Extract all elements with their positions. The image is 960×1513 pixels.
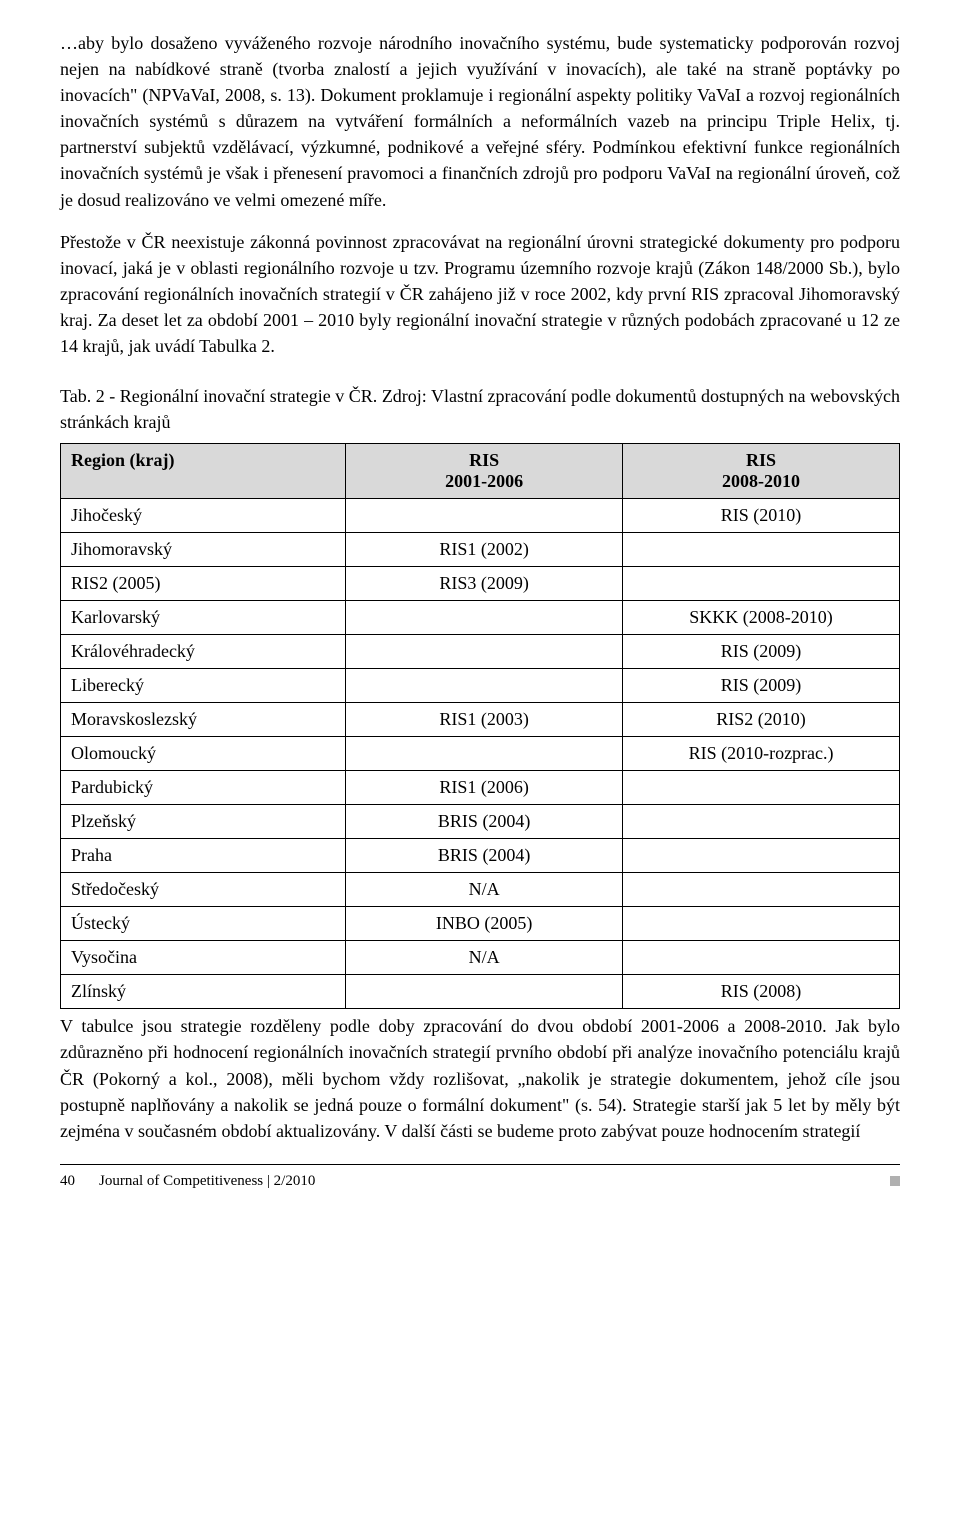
page-number: 40 [60, 1173, 75, 1190]
ris-2001-2006-cell: N/A [346, 873, 623, 907]
ris-2001-2006-cell: BRIS (2004) [346, 839, 623, 873]
journal-info: Journal of Competitiveness | 2/2010 [99, 1173, 890, 1190]
region-cell: Moravskoslezský [61, 703, 346, 737]
ris-2008-2010-cell: RIS (2010) [623, 499, 900, 533]
table-row: JihomoravskýRIS1 (2002) [61, 533, 900, 567]
table-row: Zlínský RIS (2008) [61, 975, 900, 1009]
table-caption: Tab. 2 - Regionální inovační strategie v… [60, 383, 900, 435]
table-row: Olomoucký RIS (2010-rozprac.) [61, 737, 900, 771]
region-cell: Jihomoravský [61, 533, 346, 567]
region-cell: Karlovarský [61, 601, 346, 635]
table-row: Karlovarský SKKK (2008-2010) [61, 601, 900, 635]
region-cell: Praha [61, 839, 346, 873]
table-row: Královéhradecký RIS (2009) [61, 635, 900, 669]
ris-2001-2006-cell: RIS1 (2003) [346, 703, 623, 737]
header-ris-years-2: 2008-2010 [722, 471, 800, 491]
region-cell: Zlínský [61, 975, 346, 1009]
header-ris-2001-2006: RIS 2001-2006 [346, 444, 623, 499]
ris-2008-2010-cell [623, 533, 900, 567]
body-paragraph-2: Přestože v ČR neexistuje zákonná povinno… [60, 229, 900, 359]
table-row: PardubickýRIS1 (2006) [61, 771, 900, 805]
ris-2001-2006-cell: RIS1 (2006) [346, 771, 623, 805]
header-ris-label-1: RIS [469, 450, 499, 470]
ris-2008-2010-cell [623, 839, 900, 873]
region-cell: RIS2 (2005) [61, 567, 346, 601]
ris-2001-2006-cell [346, 601, 623, 635]
table-row: StředočeskýN/A [61, 873, 900, 907]
ris-2008-2010-cell: RIS (2009) [623, 635, 900, 669]
ris-2008-2010-cell: RIS (2009) [623, 669, 900, 703]
region-cell: Plzeňský [61, 805, 346, 839]
ris-2008-2010-cell [623, 907, 900, 941]
ris-2008-2010-cell [623, 941, 900, 975]
body-paragraph-1: …aby bylo dosaženo vyváženého rozvoje ná… [60, 30, 900, 213]
ris-2008-2010-cell [623, 567, 900, 601]
ris-2001-2006-cell: N/A [346, 941, 623, 975]
header-region: Region (kraj) [61, 444, 346, 499]
ris-2008-2010-cell: RIS (2010-rozprac.) [623, 737, 900, 771]
ris-2008-2010-cell [623, 771, 900, 805]
ris-table: Region (kraj) RIS 2001-2006 RIS 2008-201… [60, 443, 900, 1009]
ris-2001-2006-cell [346, 635, 623, 669]
header-ris-label-2: RIS [746, 450, 776, 470]
table-row: ÚsteckýINBO (2005) [61, 907, 900, 941]
ris-2008-2010-cell [623, 805, 900, 839]
table-row: VysočinaN/A [61, 941, 900, 975]
ris-2001-2006-cell [346, 669, 623, 703]
table-row: Liberecký RIS (2009) [61, 669, 900, 703]
table-row: MoravskoslezskýRIS1 (2003)RIS2 (2010) [61, 703, 900, 737]
header-ris-years-1: 2001-2006 [445, 471, 523, 491]
ris-2001-2006-cell [346, 737, 623, 771]
region-cell: Liberecký [61, 669, 346, 703]
ris-2008-2010-cell: SKKK (2008-2010) [623, 601, 900, 635]
ris-2008-2010-cell [623, 873, 900, 907]
table-row: PlzeňskýBRIS (2004) [61, 805, 900, 839]
ris-2008-2010-cell: RIS2 (2010) [623, 703, 900, 737]
header-ris-2008-2010: RIS 2008-2010 [623, 444, 900, 499]
ris-2001-2006-cell [346, 499, 623, 533]
region-cell: Středočeský [61, 873, 346, 907]
ris-2001-2006-cell [346, 975, 623, 1009]
ris-2001-2006-cell: RIS1 (2002) [346, 533, 623, 567]
region-cell: Olomoucký [61, 737, 346, 771]
region-cell: Královéhradecký [61, 635, 346, 669]
ris-2008-2010-cell: RIS (2008) [623, 975, 900, 1009]
footer-square-icon [890, 1176, 900, 1186]
table-row: RIS2 (2005)RIS3 (2009) [61, 567, 900, 601]
ris-2001-2006-cell: RIS3 (2009) [346, 567, 623, 601]
region-cell: Pardubický [61, 771, 346, 805]
region-cell: Ústecký [61, 907, 346, 941]
ris-2001-2006-cell: BRIS (2004) [346, 805, 623, 839]
region-cell: Jihočeský [61, 499, 346, 533]
page-footer: 40 Journal of Competitiveness | 2/2010 [60, 1164, 900, 1190]
region-cell: Vysočina [61, 941, 346, 975]
ris-2001-2006-cell: INBO (2005) [346, 907, 623, 941]
table-row: PrahaBRIS (2004) [61, 839, 900, 873]
table-row: Jihočeský RIS (2010) [61, 499, 900, 533]
post-table-paragraph: V tabulce jsou strategie rozděleny podle… [60, 1013, 900, 1143]
